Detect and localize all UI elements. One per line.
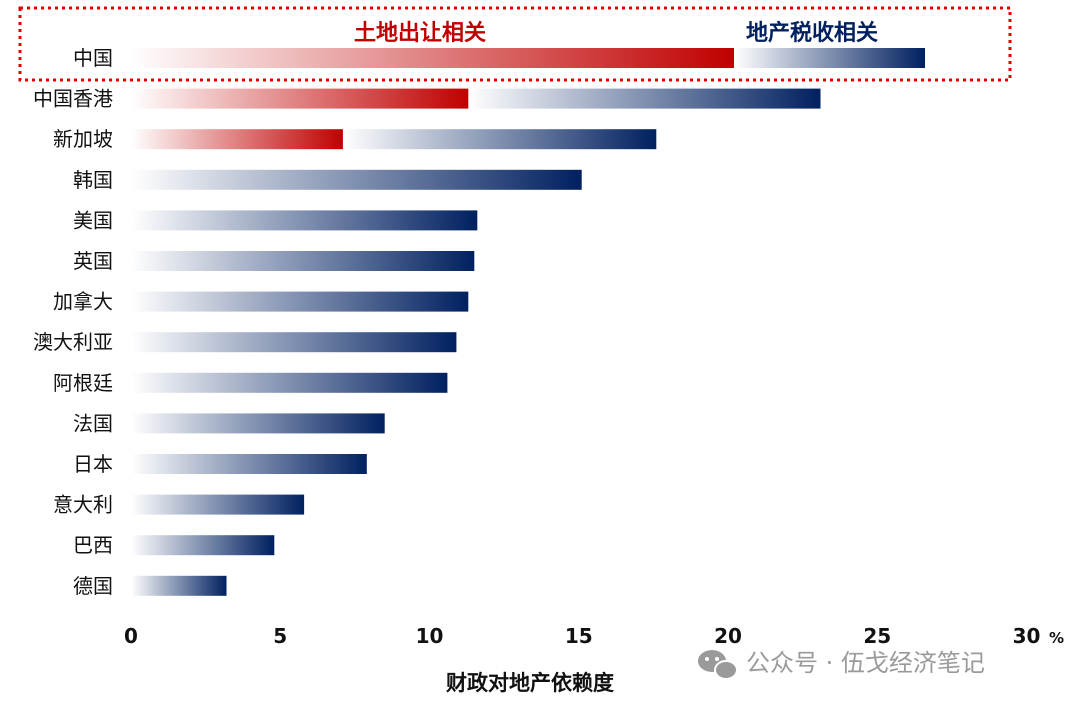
category-label: 新加坡	[53, 127, 113, 151]
series-label-tax: 地产税收相关	[746, 20, 878, 46]
category-label: 德国	[73, 574, 113, 598]
bar-property-tax	[131, 210, 478, 231]
bar-land-sale	[131, 129, 343, 150]
category-label: 意大利	[53, 493, 113, 517]
category-label: 阿根廷	[53, 371, 113, 395]
x-tick-label: 0	[124, 624, 138, 648]
bar-property-tax	[734, 48, 925, 68]
category-label: 美国	[73, 208, 113, 232]
x-tick-label: 25	[863, 624, 891, 648]
x-axis-title: 财政对地产依赖度	[446, 671, 614, 695]
watermark-text: 公众号 · 伍戈经济笔记	[746, 649, 985, 677]
category-label: 日本	[73, 452, 113, 476]
bar-property-tax	[131, 372, 448, 393]
bar-property-tax	[342, 129, 657, 150]
bar-property-tax	[131, 494, 305, 515]
bar-land-sale	[131, 88, 469, 109]
category-label: 韩国	[73, 168, 113, 192]
bar-property-tax	[131, 413, 385, 434]
bar-property-tax	[131, 535, 275, 556]
series-label-land: 土地出让相关	[354, 21, 486, 46]
category-label: 中国香港	[33, 87, 113, 111]
bar-land-sale	[131, 48, 734, 68]
x-tick-label: 5	[273, 624, 287, 648]
bar-property-tax	[131, 454, 367, 474]
x-tick-label: 10	[416, 624, 444, 648]
wechat-icon	[698, 650, 738, 680]
bars	[131, 48, 925, 596]
category-label: 英国	[73, 249, 113, 273]
watermark: 公众号 · 伍戈经济笔记	[698, 649, 985, 680]
bar-property-tax	[131, 575, 227, 596]
bar-property-tax	[131, 291, 469, 312]
x-tick-label: 20	[714, 624, 742, 648]
bar-property-tax	[468, 88, 821, 109]
bar-property-tax	[131, 251, 475, 271]
x-tick-label: 30	[1013, 624, 1041, 648]
x-tick-labels: 0 5 10 15 20 25 30	[124, 624, 1040, 648]
category-label: 加拿大	[53, 290, 113, 314]
category-label: 巴西	[73, 533, 113, 557]
category-label: 中国	[73, 46, 113, 70]
bar-property-tax	[131, 332, 457, 353]
x-tick-label: 15	[565, 624, 593, 648]
category-label: 法国	[73, 411, 113, 435]
china-highlight-box	[18, 6, 1012, 82]
bar-property-tax	[131, 169, 582, 190]
category-label: 澳大利亚	[33, 330, 113, 354]
x-axis-unit: %	[1049, 629, 1064, 647]
